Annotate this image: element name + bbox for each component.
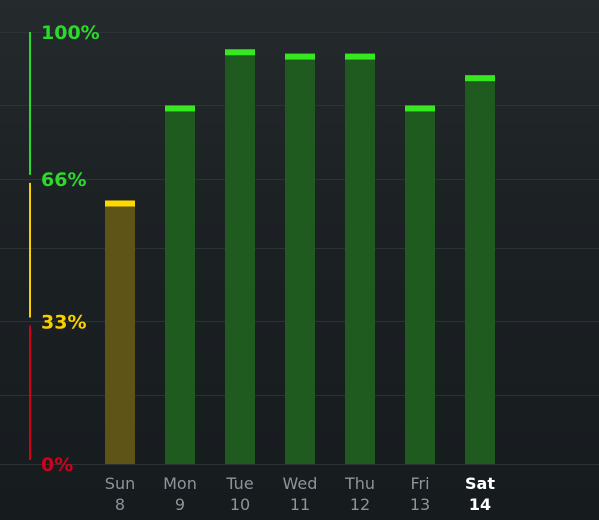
x-tick-day-label: Sun <box>105 474 135 493</box>
x-tick-date-label: 9 <box>175 495 185 514</box>
bar-cap <box>285 53 315 60</box>
x-tick-date-label: 10 <box>230 495 250 514</box>
x-tick-day-label: Tue <box>225 474 253 493</box>
x-tick-day-label: Wed <box>283 474 318 493</box>
bar <box>165 105 195 464</box>
y-axis: 100% 66% 33% 0% <box>29 22 100 476</box>
y-tick-label: 100% <box>41 22 100 44</box>
bar <box>285 53 315 464</box>
x-axis-labels: Sun 8 Mon 9 Tue 10 Wed 11 Thu 12 Fri 13 Sat 14 <box>105 474 496 514</box>
x-tick-day-label: Sat <box>465 474 495 493</box>
y-tick-label: 66% <box>41 169 86 191</box>
bar <box>105 200 135 465</box>
y-tick-label: 0% <box>41 454 73 476</box>
x-tick-date-label: 8 <box>115 495 125 514</box>
y-tick-label: 33% <box>41 311 86 333</box>
x-tick-day-label: Thu <box>344 474 375 493</box>
x-tick-date-label: 13 <box>410 495 430 514</box>
bar <box>465 75 495 464</box>
x-tick-day-label: Fri <box>410 474 429 493</box>
bar-cap <box>405 105 435 112</box>
bar-cap <box>465 75 495 82</box>
bar-cap <box>225 49 255 56</box>
x-tick-day-label: Mon <box>163 474 197 493</box>
bars <box>105 49 495 465</box>
x-tick-date-label: 14 <box>469 495 491 514</box>
bar <box>405 105 435 464</box>
x-tick-date-label: 11 <box>290 495 310 514</box>
bar-cap <box>345 53 375 60</box>
bar-cap <box>165 105 195 112</box>
bar <box>225 49 255 464</box>
x-tick-date-label: 12 <box>350 495 370 514</box>
bar <box>345 53 375 464</box>
bar-cap <box>105 200 135 207</box>
